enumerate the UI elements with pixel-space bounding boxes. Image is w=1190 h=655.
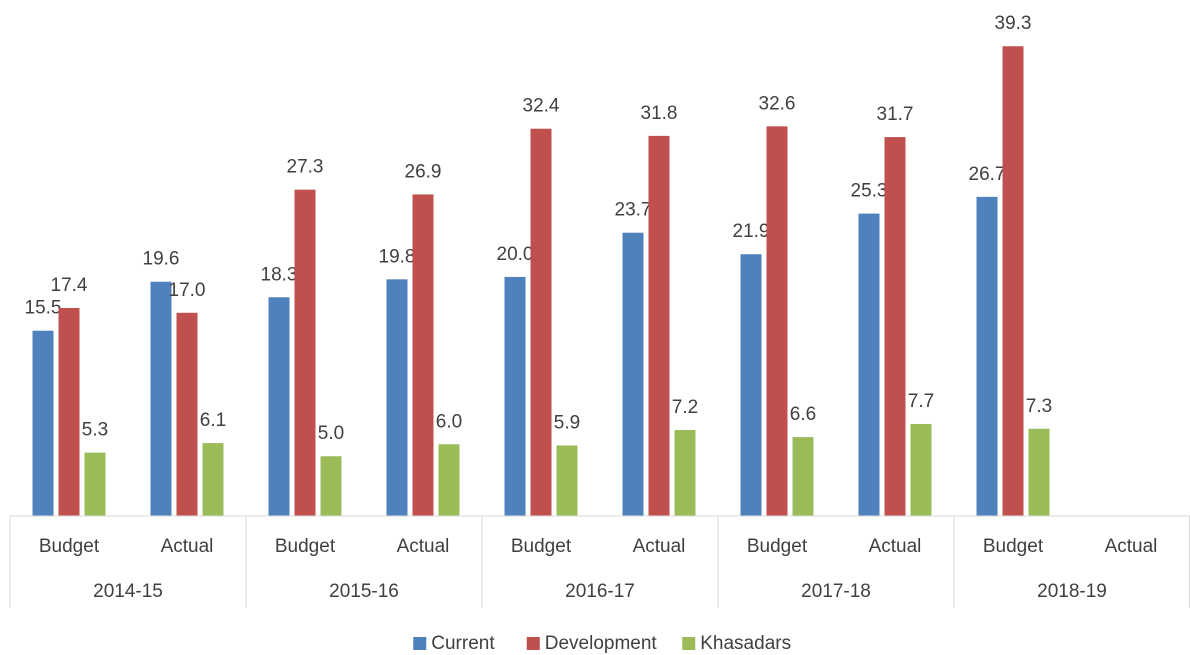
bar [976,196,998,516]
bar [504,276,526,516]
legend-label: Development [545,633,658,654]
bar [622,232,644,516]
data-label: 7.7 [908,391,934,412]
group-label: 2017-18 [801,581,871,602]
data-label: 19.8 [379,246,416,267]
bar [202,443,224,516]
data-label: 31.7 [877,104,914,125]
group-label: 2016-17 [565,581,635,602]
bar [858,213,880,516]
data-label: 6.1 [200,410,226,431]
x-tick-label: Budget [511,536,572,557]
data-label: 18.3 [261,264,298,285]
x-tick-label: Budget [39,536,100,557]
bar [556,445,578,516]
x-tick-label: Budget [275,536,336,557]
data-label: 7.3 [1026,396,1052,417]
bar [530,128,552,516]
data-label: 26.9 [405,161,442,182]
data-label: 32.6 [759,93,796,114]
bar [412,194,434,516]
legend-swatch [682,637,696,650]
data-label: 6.6 [790,404,816,425]
bar [176,312,198,516]
data-label: 19.6 [143,249,180,270]
group-label: 2014-15 [93,581,163,602]
x-tick-label: Budget [983,536,1044,557]
data-label: 7.2 [672,397,698,418]
bar [1028,428,1050,516]
bar [792,437,814,516]
x-tick-label: Actual [869,536,922,557]
data-label: 6.0 [436,411,462,432]
data-label: 32.4 [523,96,560,117]
data-label: 15.5 [25,298,62,319]
data-label: 31.8 [641,103,678,124]
bar [32,330,54,516]
x-tick-label: Actual [1105,536,1158,557]
bar [58,308,80,516]
data-label: 20.0 [497,244,534,265]
data-label: 17.4 [51,275,88,296]
legend-swatch [526,637,540,650]
x-tick-label: Budget [747,536,808,557]
bar [740,254,762,516]
bar [294,189,316,516]
bar [150,281,172,516]
data-label: 26.7 [969,164,1006,185]
legend-label: Current [431,633,495,654]
bar [648,135,670,516]
bar [884,137,906,517]
bar [674,429,696,516]
x-tick-label: Actual [633,536,686,557]
bar [84,452,106,516]
bar [268,297,290,516]
bar [320,456,342,516]
data-label: 5.9 [554,412,580,433]
bar [386,279,408,516]
data-label: 25.3 [851,181,888,202]
group-label: 2015-16 [329,581,399,602]
data-label: 5.0 [318,423,344,444]
data-label: 5.3 [82,420,108,441]
x-tick-label: Actual [397,536,450,557]
data-label: 21.9 [733,221,770,242]
legend-swatch [413,637,427,650]
bar [438,444,460,516]
data-label: 23.7 [615,200,652,221]
bar [766,126,788,516]
data-label: 17.0 [169,280,206,301]
legend-label: Khasadars [700,633,791,654]
bar [1002,46,1024,516]
bar [910,423,932,516]
data-label: 27.3 [287,157,324,178]
data-label: 39.3 [995,13,1032,34]
x-tick-label: Actual [161,536,214,557]
group-label: 2018-19 [1037,581,1107,602]
